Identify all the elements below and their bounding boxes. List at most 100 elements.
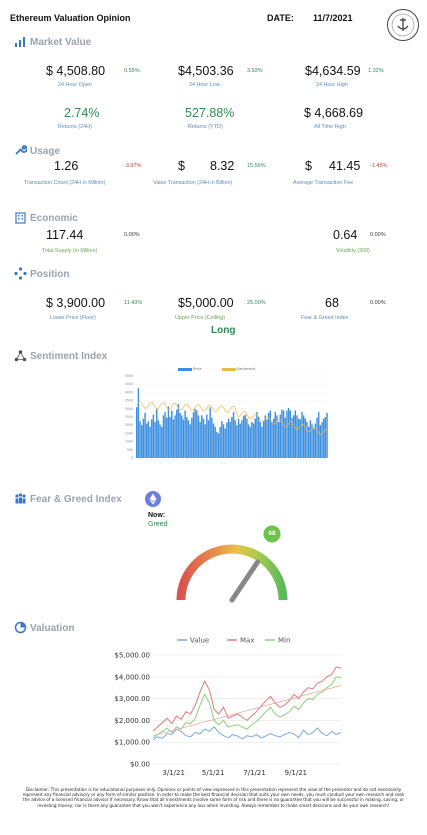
volatility-pct: 0.00%: [370, 232, 386, 238]
sentiment-bar: [197, 415, 200, 458]
sentiment-bar: [276, 415, 278, 458]
avg-fee-value: 41.45: [329, 159, 361, 173]
sentiment-bar: [246, 418, 248, 458]
sentiment-bar: [244, 414, 246, 458]
sentiment-legend-sentiment: Sentiment: [237, 367, 256, 371]
sentiment-bar: [321, 421, 323, 458]
sentiment-bar: [222, 424, 225, 458]
sentiment-ytick-label: 1000: [125, 440, 133, 444]
upper-price-pct: 25.00%: [247, 300, 266, 306]
sentiment-bar: [194, 408, 196, 458]
ath-label: All Time High: [314, 124, 346, 130]
sentiment-xtick-label: ·: [300, 462, 303, 465]
position-stance: Long: [211, 325, 236, 336]
wrench-icon: [15, 145, 27, 155]
sentiment-series-line: [136, 401, 328, 436]
sentiment-bar: [171, 410, 173, 458]
sentiment-ytick-label: 3500: [125, 399, 133, 403]
supply-label: Total Supply (in Million): [42, 248, 98, 254]
returns-ytd-label: Returns (YTD): [188, 124, 223, 130]
sentiment-bar: [257, 417, 260, 458]
sentiment-xtick-label: ·: [198, 462, 201, 465]
fg-index-value: 68: [325, 296, 339, 310]
sentiment-ytick-label: 0: [131, 456, 133, 460]
sentiment-ytick-label: 1500: [125, 431, 133, 435]
supply-value: 117.44: [46, 228, 84, 242]
sentiment-bar: [324, 417, 327, 458]
open-pct: 0.55%: [124, 68, 140, 74]
sentiment-bar: [214, 426, 216, 458]
sentiment-xtick-label: ·: [313, 462, 316, 465]
sentiment-bar: [286, 410, 288, 458]
sentiment-ytick-label: 2500: [125, 415, 133, 419]
sentiment-bar: [264, 415, 266, 458]
sentiment-bar: [172, 419, 175, 458]
sentiment-xtick-label: ·: [160, 462, 163, 465]
sentiment-bar: [152, 414, 155, 458]
sentiment-bar: [147, 421, 150, 458]
high-pct: 1.32%: [368, 68, 384, 74]
sentiment-xtick-label: ·: [185, 462, 188, 465]
tx-value-label: Value Transaction (24H in Billion): [153, 180, 233, 186]
valuation-ytick-label: $2,000.00: [114, 717, 150, 725]
sentiment-legend-swatch-price: [178, 368, 192, 371]
sentiment-bar: [161, 426, 163, 458]
sentiment-bar: [271, 421, 273, 458]
sentiment-bar: [319, 425, 322, 458]
valuation-chart: $5,000.00 $4,000.00 $3,000.00 $2,000.00 $1,0…: [114, 637, 342, 777]
sentiment-bar: [291, 417, 293, 458]
valuation-series-max: [152, 666, 342, 732]
sentiment-bar: [177, 403, 180, 458]
valuation-legend-max: Max: [240, 637, 254, 645]
fear-greed-gauge: [176, 525, 288, 603]
gauge-value-text: 68: [268, 530, 276, 537]
sentiment-bar: [239, 423, 241, 458]
sentiment-bar: [196, 410, 198, 458]
fg-now-value: Greed: [148, 521, 168, 528]
tx-value-pct: 15.56%: [247, 163, 266, 169]
sentiment-bar: [289, 410, 292, 458]
section-title-position: Position: [30, 269, 70, 280]
sentiment-bar: [236, 425, 238, 458]
sentiment-bar: [272, 418, 275, 458]
network-icon: [14, 350, 27, 362]
pie-chart-icon: [14, 621, 27, 634]
sentiment-bar: [231, 417, 233, 458]
sentiment-bar: [317, 412, 320, 458]
sentiment-xtick-label: ·: [275, 462, 278, 465]
avg-fee-prefix: $: [305, 159, 312, 173]
valuation-xtick-label: 7/1/21: [243, 769, 266, 777]
ethereum-logo-icon: [145, 491, 161, 507]
lower-price-label: Lower Price (Floor): [50, 315, 96, 321]
sentiment-bar: [176, 409, 178, 458]
sentiment-bar: [166, 417, 168, 458]
sentiment-bar: [211, 417, 213, 458]
avg-fee-label: Average Transaction Fee: [293, 180, 354, 186]
sentiment-bar: [192, 412, 195, 458]
valuation-ytick-label: $5,000.00: [114, 652, 150, 660]
sentiment-bar: [277, 421, 280, 458]
sentiment-bar: [326, 412, 328, 458]
sentiment-bar: [281, 409, 283, 458]
sentiment-bar: [181, 415, 183, 458]
people-icon: [15, 493, 26, 504]
sentiment-bar: [169, 417, 171, 458]
sentiment-bar: [199, 421, 201, 458]
sentiment-bar: [247, 424, 250, 458]
sentiment-bar: [304, 418, 307, 458]
sentiment-bar: [251, 421, 253, 458]
sentiment-bar: [311, 424, 313, 458]
fg-index-pct: 0.00%: [370, 300, 386, 306]
disclaimer-text: Disclaimer: This presentation is for edu…: [22, 787, 405, 808]
sentiment-bar: [316, 417, 318, 458]
sentiment-xtick-label: ·: [172, 462, 175, 465]
sentiment-bar: [302, 415, 305, 458]
sentiment-xtick-label: ·: [288, 462, 291, 465]
tx-value-prefix: $: [178, 159, 185, 173]
sentiment-legend-swatch-sentiment: [222, 368, 236, 371]
sentiment-bar: [159, 424, 161, 458]
sentiment-bar: [224, 428, 226, 458]
valuation-xtick-label: 9/1/21: [285, 769, 308, 777]
tx-count-pct: -3.97%: [124, 163, 142, 169]
page-title: Ethereum Valuation Opinion: [10, 13, 131, 23]
